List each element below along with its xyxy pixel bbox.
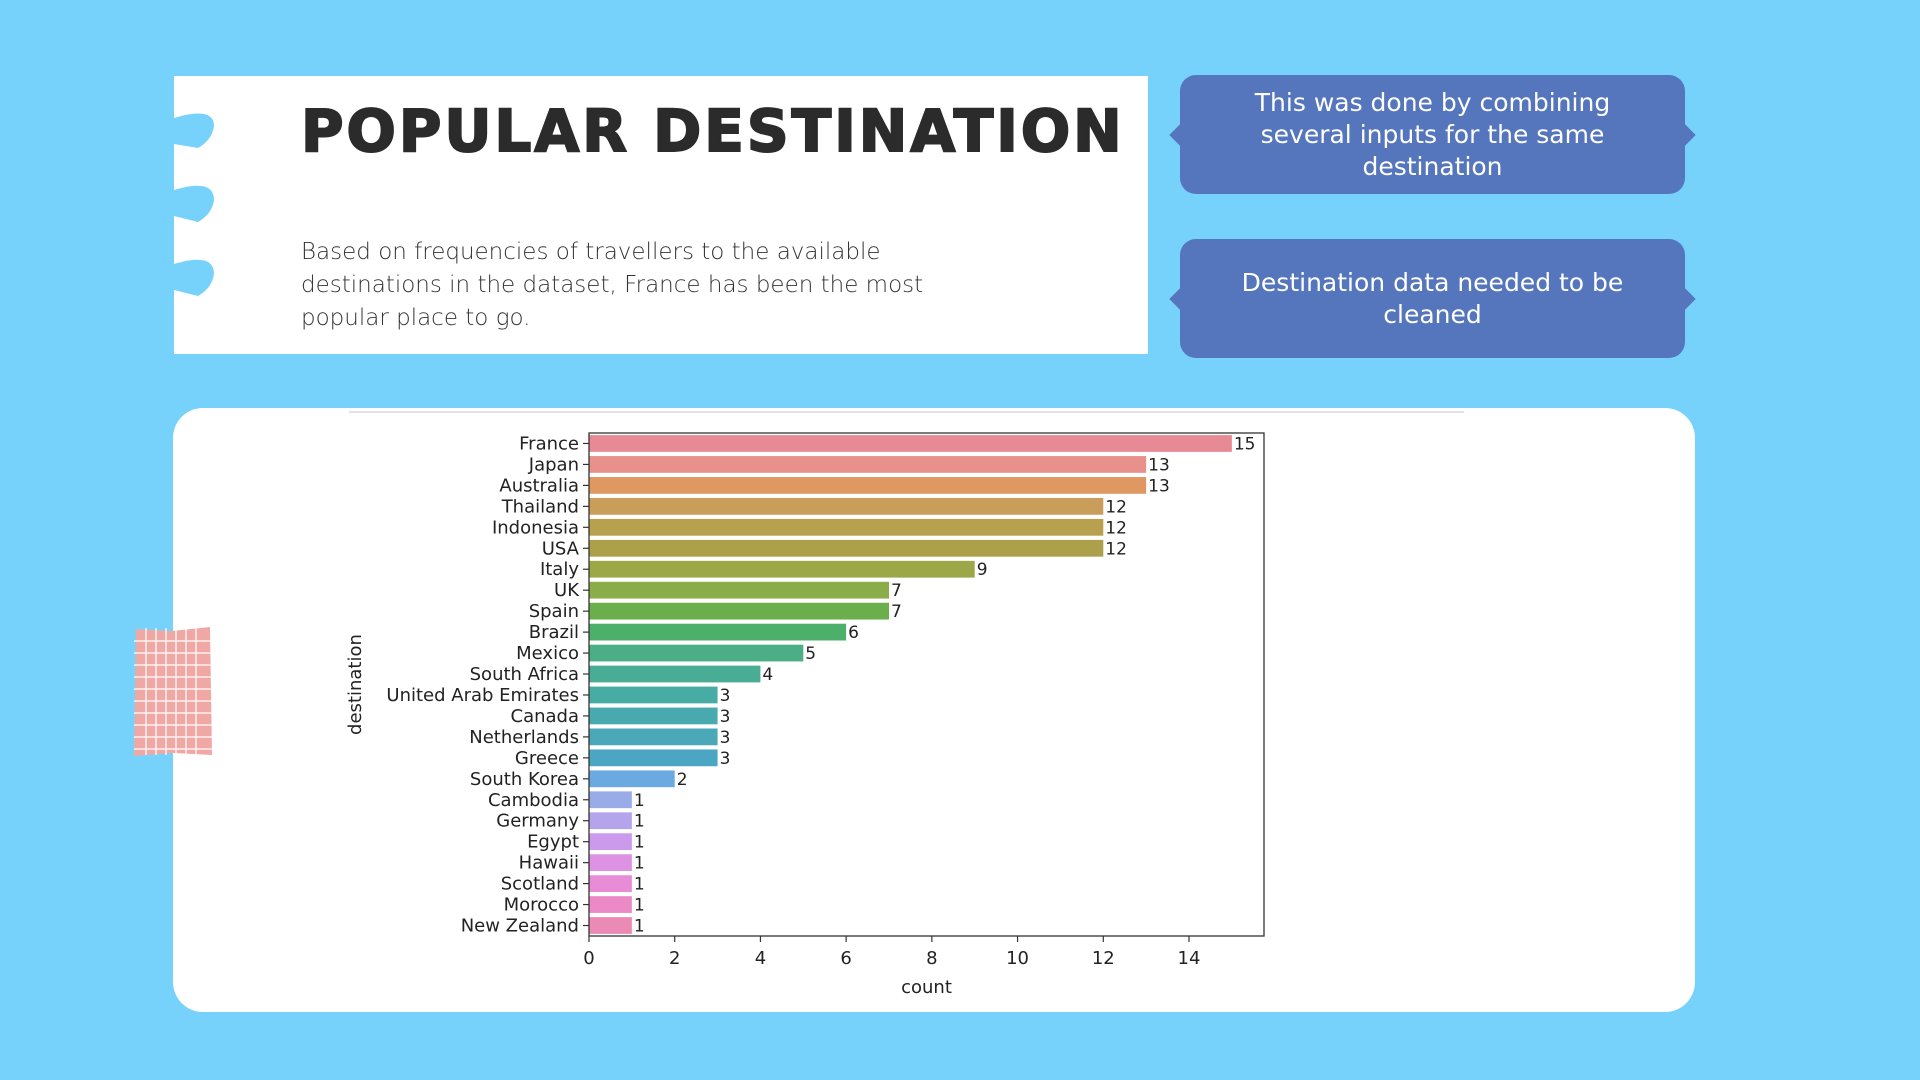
bar-mexico (589, 644, 804, 662)
bar-greece (589, 749, 718, 767)
x-tick-label: 8 (926, 948, 937, 969)
callout-combining-inputs: This was done by combining several input… (1180, 75, 1685, 194)
y-tick-label: Hawaii (519, 853, 579, 874)
callout-data-cleaning: Destination data needed to be cleaned (1180, 239, 1685, 358)
bar-france (589, 435, 1232, 452)
chart-card: France 15 Japan 13 Australia 13 Thailand 12 Indo… (173, 408, 1695, 1012)
y-tick-label: UK (554, 580, 580, 601)
bar-scotland (589, 875, 632, 892)
bar-cambodia (589, 791, 632, 809)
bar-south-africa (589, 665, 761, 683)
data-label: 15 (1234, 434, 1256, 454)
data-label: 2 (677, 770, 688, 790)
data-label: 1 (634, 917, 645, 937)
data-label: 12 (1105, 497, 1127, 517)
data-label: 12 (1105, 539, 1127, 559)
x-tick-label: 14 (1178, 948, 1201, 969)
data-label: 13 (1148, 455, 1170, 475)
bar-new-zealand (589, 917, 632, 934)
bar-canada (589, 707, 718, 725)
bar-usa (589, 539, 1104, 557)
y-axis-label: destination (345, 634, 366, 735)
bar-morocco (589, 896, 632, 913)
data-label: 1 (634, 812, 645, 832)
data-label: 1 (634, 791, 645, 811)
data-label: 3 (720, 707, 731, 727)
y-tick-label: Australia (499, 475, 579, 496)
y-tick-label: Germany (496, 811, 579, 832)
y-tick-label: Greece (515, 748, 579, 769)
x-tick-label: 0 (583, 948, 594, 969)
data-label: 13 (1148, 476, 1170, 496)
data-label: 3 (720, 686, 731, 706)
y-tick-label: South Africa (470, 664, 579, 685)
grid-patch-decoration (134, 627, 212, 756)
y-tick-label: Netherlands (469, 727, 579, 748)
data-label: 1 (634, 833, 645, 853)
y-tick-label: Spain (529, 601, 579, 622)
bar-uk (589, 581, 889, 599)
y-tick-label: Japan (528, 454, 579, 475)
x-tick-label: 2 (669, 948, 680, 969)
y-tick-label: Italy (540, 559, 579, 580)
y-tick-label: France (519, 433, 579, 454)
squiggle-decoration (174, 113, 214, 296)
bar-spain (589, 602, 889, 620)
title-card: POPULAR DESTINATION Based on frequencies… (174, 76, 1148, 354)
x-axis-label: count (901, 977, 952, 998)
bar-australia (589, 477, 1147, 494)
data-label: 1 (634, 896, 645, 916)
x-tick-label: 6 (840, 948, 851, 969)
bar-hawaii (589, 854, 632, 872)
y-tick-label: USA (542, 538, 580, 559)
x-tick-label: 4 (755, 948, 766, 969)
data-label: 12 (1105, 518, 1127, 538)
data-label: 4 (762, 665, 773, 685)
bar-indonesia (589, 518, 1104, 536)
bar-brazil (589, 623, 847, 641)
y-tick-label: New Zealand (461, 916, 579, 937)
y-tick-label: Cambodia (488, 790, 579, 811)
bar-thailand (589, 497, 1104, 515)
data-label: 9 (977, 560, 988, 580)
x-tick-label: 12 (1092, 948, 1115, 969)
y-tick-label: United Arab Emirates (386, 685, 579, 706)
y-tick-label: Egypt (527, 832, 579, 853)
bar-italy (589, 560, 975, 578)
data-label: 3 (720, 749, 731, 769)
x-tick-label: 10 (1006, 948, 1029, 969)
data-label: 5 (805, 644, 816, 664)
data-label: 7 (891, 581, 902, 601)
y-tick-label: Scotland (501, 874, 579, 895)
data-label: 7 (891, 602, 902, 622)
bar-united-arab-emirates (589, 686, 718, 704)
chart-card-divider (349, 411, 1464, 413)
y-tick-label: Canada (511, 706, 580, 727)
data-label: 1 (634, 854, 645, 874)
data-label: 6 (848, 623, 859, 643)
y-tick-label: Thailand (501, 496, 579, 517)
y-tick-label: Brazil (529, 622, 579, 643)
bar-japan (589, 456, 1147, 473)
y-tick-label: Indonesia (492, 517, 579, 538)
data-label: 3 (720, 728, 731, 748)
bar-germany (589, 812, 632, 830)
y-tick-label: Morocco (504, 895, 579, 916)
bar-south-korea (589, 770, 675, 788)
bar-egypt (589, 833, 632, 851)
page-subtitle: Based on frequencies of travellers to th… (301, 239, 924, 331)
page-title: POPULAR DESTINATION (300, 96, 1125, 166)
bar-netherlands (589, 728, 718, 746)
data-label: 1 (634, 875, 645, 895)
y-tick-label: South Korea (470, 769, 579, 790)
y-tick-label: Mexico (516, 643, 579, 664)
plot-frame (588, 432, 1265, 937)
